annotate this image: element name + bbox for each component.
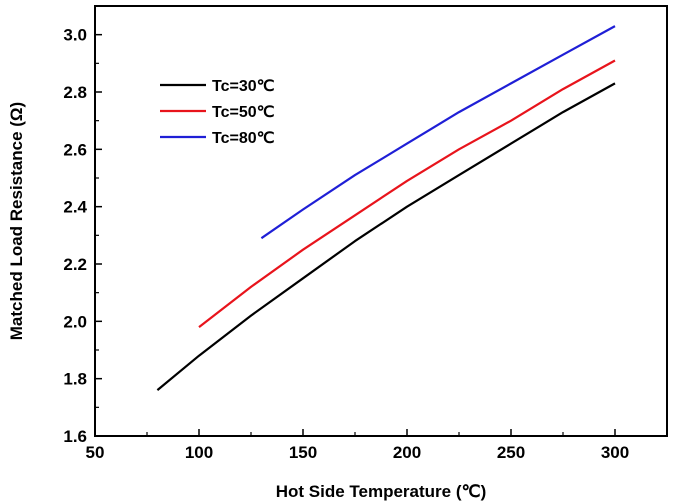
x-tick-label: 250 (497, 443, 525, 462)
y-axis-title: Matched Load Resistance (Ω) (7, 102, 26, 340)
series-line-1 (156, 82, 616, 391)
x-tick-label: 300 (601, 443, 629, 462)
x-tick-label: 100 (185, 443, 213, 462)
y-tick-label: 2.6 (63, 140, 87, 159)
y-tick-label: 3.0 (63, 26, 87, 45)
x-axis-title: Hot Side Temperature (℃) (276, 482, 487, 501)
legend-label: Tc=30℃ (212, 78, 275, 95)
x-tick-label: 150 (289, 443, 317, 462)
y-tick-label: 1.8 (63, 370, 87, 389)
series-line-3 (260, 25, 616, 240)
y-tick-label: 2.0 (63, 312, 87, 331)
plot-frame (94, 5, 668, 437)
y-tick-label: 2.4 (63, 198, 87, 217)
legend-label: Tc=80℃ (212, 130, 275, 147)
y-tick-label: 1.6 (63, 427, 87, 446)
y-tick-label: 2.8 (63, 83, 87, 102)
legend-label: Tc=50℃ (212, 104, 275, 121)
series-line-2 (198, 59, 616, 328)
y-tick-label: 2.2 (63, 255, 87, 274)
x-tick-label: 200 (393, 443, 421, 462)
x-tick-label: 50 (86, 443, 105, 462)
